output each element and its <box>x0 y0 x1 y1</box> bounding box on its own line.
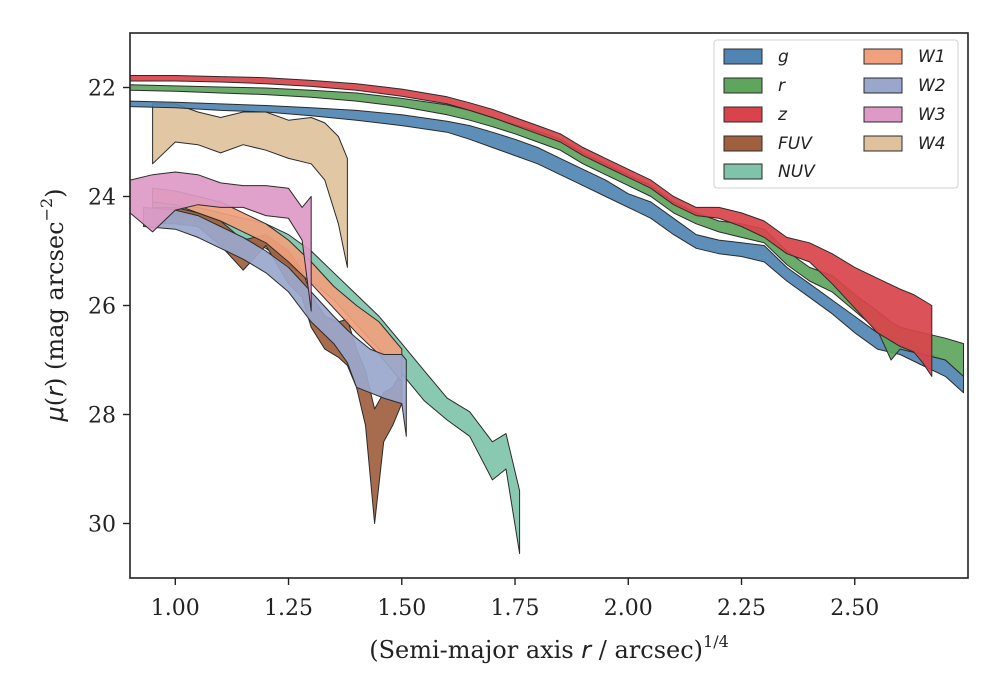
x-tick-label: 1.75 <box>491 596 540 621</box>
x-tick-label: 1.00 <box>151 596 200 621</box>
x-tick-label: 1.50 <box>377 596 426 621</box>
x-axis-ticks: 1.00 1.25 1.50 1.75 2.00 2.25 2.50 <box>151 578 879 621</box>
bands-layer <box>130 75 964 554</box>
legend-label-w1: W1 <box>918 47 946 67</box>
legend-label-g: g <box>778 47 789 67</box>
y-tick-label: 30 <box>88 513 116 538</box>
legend-swatch-r <box>723 77 763 94</box>
legend-swatch-w4 <box>863 135 903 152</box>
y-tick-label: 22 <box>88 77 116 102</box>
legend-label-z: z <box>777 105 788 125</box>
band-w2 <box>143 206 407 437</box>
x-tick-label: 2.25 <box>717 596 766 621</box>
band-nuv <box>152 201 521 554</box>
x-tick-label: 1.25 <box>264 596 313 621</box>
y-tick-label: 26 <box>88 295 116 320</box>
y-axis-ticks: 22 24 26 28 30 <box>88 77 130 538</box>
band-w3 <box>130 171 312 312</box>
y-tick-label: 28 <box>88 404 116 429</box>
legend-label-w2: W2 <box>918 76 946 96</box>
legend-swatch-w3 <box>863 106 903 123</box>
x-tick-label: 2.00 <box>604 596 653 621</box>
legend-swatch-w2 <box>863 77 903 94</box>
band-w4 <box>152 103 348 268</box>
legend-swatch-nuv <box>723 163 763 180</box>
legend-swatch-w1 <box>863 48 903 65</box>
legend-label-r: r <box>778 76 786 96</box>
legend-swatch-g <box>723 48 763 65</box>
x-axis-label: (Semi-major axis r / arcsec)1/4 <box>369 632 729 664</box>
x-tick-label: 2.50 <box>830 596 879 621</box>
y-axis-label: μ(r) (mag arcsec−2) <box>37 188 69 422</box>
y-tick-label: 24 <box>88 186 116 211</box>
band-g <box>130 100 964 394</box>
legend-label-fuv: FUV <box>778 134 813 154</box>
legend: grz FUV NUV W1 W2 W3 W4 <box>713 39 959 189</box>
legend-label-w4: W4 <box>918 134 946 154</box>
legend-label-w3: W3 <box>918 105 946 125</box>
legend-label-nuv: NUV <box>778 162 816 182</box>
band-z <box>130 75 933 377</box>
legend-swatch-fuv <box>723 135 763 152</box>
legend-swatch-z <box>723 106 763 123</box>
